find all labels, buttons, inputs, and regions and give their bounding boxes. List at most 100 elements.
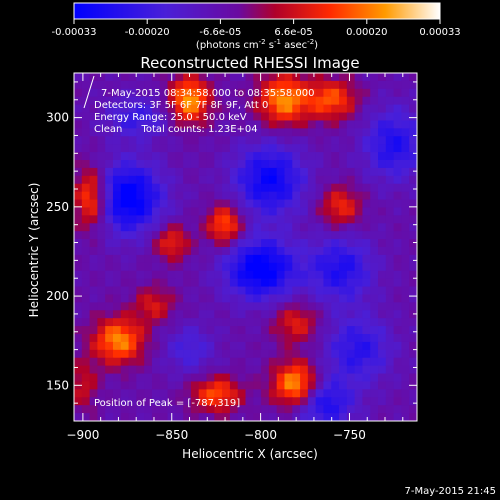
heatmap-cell [89, 207, 98, 216]
heatmap-cell [331, 286, 340, 296]
heatmap-cell [214, 128, 223, 137]
heatmap-cell [362, 112, 371, 122]
heatmap-cell [378, 373, 387, 383]
heatmap-cell [362, 183, 371, 193]
heatmap-cell [81, 286, 91, 296]
heatmap-cell [167, 231, 176, 240]
heatmap-cell [268, 310, 278, 319]
heatmap-cell [105, 286, 114, 296]
heatmap-cell [378, 199, 387, 209]
heatmap-cell [167, 199, 176, 209]
x-axis: −900 −850 −800 −750 [66, 73, 404, 442]
heatmap-cell [268, 254, 278, 264]
heatmap-cell [276, 318, 286, 327]
heatmap-cell [237, 373, 247, 383]
heatmap-cell [105, 215, 114, 224]
heatmap-cell [370, 167, 379, 177]
heatmap-cell [393, 104, 403, 114]
heatmap-cell [346, 247, 356, 256]
heatmap-cell [159, 302, 169, 311]
heatmap-cell [105, 365, 114, 375]
heatmap-cell [245, 136, 254, 145]
heatmap-cell [354, 191, 364, 201]
heatmap-cell [300, 199, 309, 209]
heatmap-cell [112, 88, 122, 98]
heatmap-cell [206, 341, 215, 351]
heatmap-cell [370, 152, 379, 161]
heatmap-cell [346, 104, 356, 114]
heatmap-cell [339, 326, 348, 335]
heatmap-cell [222, 96, 231, 106]
heatmap-cell [237, 128, 247, 137]
heatmap-cell [128, 334, 137, 343]
heatmap-cell [245, 373, 254, 383]
heatmap-cell [284, 397, 293, 406]
heatmap-cell [81, 104, 91, 114]
heatmap-cell [175, 73, 184, 82]
heatmap-cell [354, 357, 364, 367]
heatmap-cell [89, 239, 98, 248]
heatmap-cell [331, 278, 340, 288]
heatmap-cell [237, 397, 247, 406]
heatmap-cell [214, 96, 223, 106]
heatmap-cell [74, 223, 83, 232]
heatmap-cell [409, 231, 417, 240]
heatmap-cell [136, 152, 145, 161]
heatmap-cell [237, 318, 247, 327]
heatmap-cell [284, 294, 293, 303]
heatmap-cell [300, 254, 309, 264]
heatmap-cell [159, 365, 169, 375]
heatmap-cell [253, 73, 262, 82]
heatmap-cell [253, 239, 262, 248]
heatmap-cell [276, 160, 286, 169]
heatmap-cell [198, 144, 208, 153]
heatmap-cell [206, 152, 215, 161]
heatmap-cell [346, 207, 356, 216]
heatmap-cell [323, 183, 332, 193]
heatmap-cell [112, 191, 122, 201]
heatmap-cell [292, 80, 301, 90]
heatmap-cell [268, 152, 278, 161]
heatmap-cell [167, 223, 176, 232]
heatmap-cell [331, 341, 340, 351]
heatmap-cell [409, 88, 417, 98]
heatmap-cell [198, 104, 208, 114]
heatmap-cell [128, 357, 137, 367]
heatmap-cell [151, 144, 161, 153]
heatmap-cell [89, 191, 98, 201]
heatmap-cell [261, 144, 270, 153]
heatmap-cell [300, 73, 309, 82]
heatmap-cell [393, 73, 403, 82]
heatmap-cell [144, 104, 153, 114]
heatmap-cell [331, 381, 340, 390]
heatmap-cell [378, 405, 387, 414]
heatmap-cell [307, 310, 317, 319]
heatmap-cell [284, 128, 293, 137]
heatmap-cell [198, 254, 208, 264]
heatmap-cell [206, 160, 215, 169]
heatmap-cell [128, 80, 137, 90]
heatmap-cell [89, 215, 98, 224]
heatmap-cell [229, 302, 239, 311]
heatmap-cell [261, 262, 270, 272]
heatmap-cell [74, 397, 83, 406]
heatmap-cell [339, 239, 348, 248]
heatmap-cell [409, 278, 417, 288]
colorbar-tick-label: -0.00020 [125, 27, 170, 38]
heatmap-cell [346, 405, 356, 414]
heatmap-cell [378, 310, 387, 319]
heatmap-cell [105, 254, 114, 264]
heatmap-cell [175, 413, 184, 421]
heatmap-cell [409, 73, 417, 82]
heatmap-cell [183, 160, 192, 169]
heatmap-cell [268, 262, 278, 272]
heatmap-cell [112, 413, 122, 421]
heatmap-cell [237, 160, 247, 169]
heatmap-cell [229, 373, 239, 383]
heatmap-cell [385, 310, 395, 319]
heatmap-cell [89, 397, 98, 406]
heatmap-cell [401, 152, 410, 161]
heatmap-cell [81, 262, 91, 272]
heatmap-cell [81, 112, 91, 122]
heatmap-cell [120, 270, 130, 280]
